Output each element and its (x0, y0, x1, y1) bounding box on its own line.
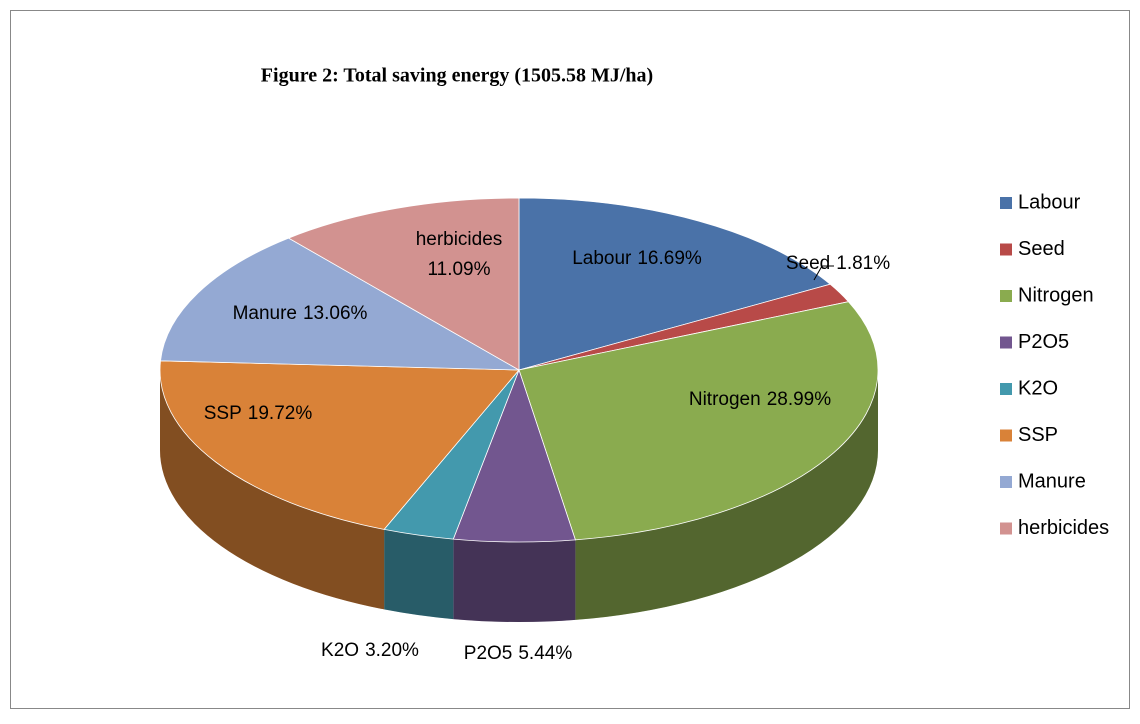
data-label-value: 5.44% (518, 643, 572, 664)
data-label: K2O 3.20% (321, 640, 419, 661)
data-label: Manure 13.06% (233, 303, 368, 324)
legend-swatch (1000, 290, 1012, 302)
data-label-category: Manure (233, 303, 297, 324)
data-label-category: K2O (321, 640, 359, 661)
slice-wall (159, 370, 385, 610)
data-label: SSP 19.72% (204, 403, 313, 424)
data-label: herbicides 11.09% (416, 229, 503, 280)
legend-label: K2O (1018, 377, 1058, 399)
leader-line (813, 265, 834, 281)
data-label-category: P2O5 (464, 643, 513, 664)
slice-wall-shade (575, 370, 878, 620)
slice-wall-shade (384, 529, 454, 620)
slice-wall (453, 539, 576, 622)
slice (518, 301, 879, 541)
legend-swatch (1000, 197, 1012, 209)
data-label: P2O5 5.44% (464, 643, 573, 664)
slice (160, 237, 520, 371)
data-label: Seed 1.81% (786, 253, 890, 274)
slice-wall (384, 529, 454, 620)
legend-swatch (1000, 429, 1012, 442)
data-label-category: SSP (204, 403, 242, 424)
data-label-category: Labour (572, 248, 632, 269)
data-label: Nitrogen 28.99% (689, 389, 831, 410)
data-label: Labour 16.69% (572, 248, 702, 269)
legend-swatch (1000, 383, 1012, 395)
legend-label: Seed (1018, 238, 1065, 260)
slice-wall-shade (453, 539, 576, 622)
legend-label: Labour (1018, 191, 1081, 213)
data-label-category: herbicides (416, 229, 503, 250)
data-label-value: 19.72% (248, 403, 313, 424)
slice-wall (575, 370, 878, 620)
slice (287, 197, 520, 371)
data-label-value: 1.81% (836, 253, 890, 274)
legend-label: herbicides (1018, 517, 1109, 539)
legend-swatch (1000, 243, 1012, 256)
data-label-value: 3.20% (365, 640, 419, 661)
data-label-value: 11.09% (427, 259, 490, 280)
legend-label: Manure (1018, 470, 1086, 492)
data-label-value: 13.06% (303, 303, 368, 324)
slice-wall-shade (159, 370, 385, 610)
data-label-category: Nitrogen (689, 389, 761, 410)
slice (159, 360, 520, 530)
legend-swatch (1000, 476, 1012, 488)
legend-label: Nitrogen (1018, 284, 1094, 306)
legend-swatch (1000, 336, 1012, 349)
legend-swatch (1000, 522, 1012, 535)
legend-label: P2O5 (1018, 331, 1069, 353)
data-label-value: 28.99% (767, 389, 832, 410)
data-label-category: Seed (786, 253, 830, 274)
data-label-value: 16.69% (637, 248, 702, 269)
legend-label: SSP (1018, 424, 1058, 446)
chart-title: Figure 2: Total saving energy (1505.58 M… (261, 65, 653, 87)
slice (518, 197, 832, 371)
